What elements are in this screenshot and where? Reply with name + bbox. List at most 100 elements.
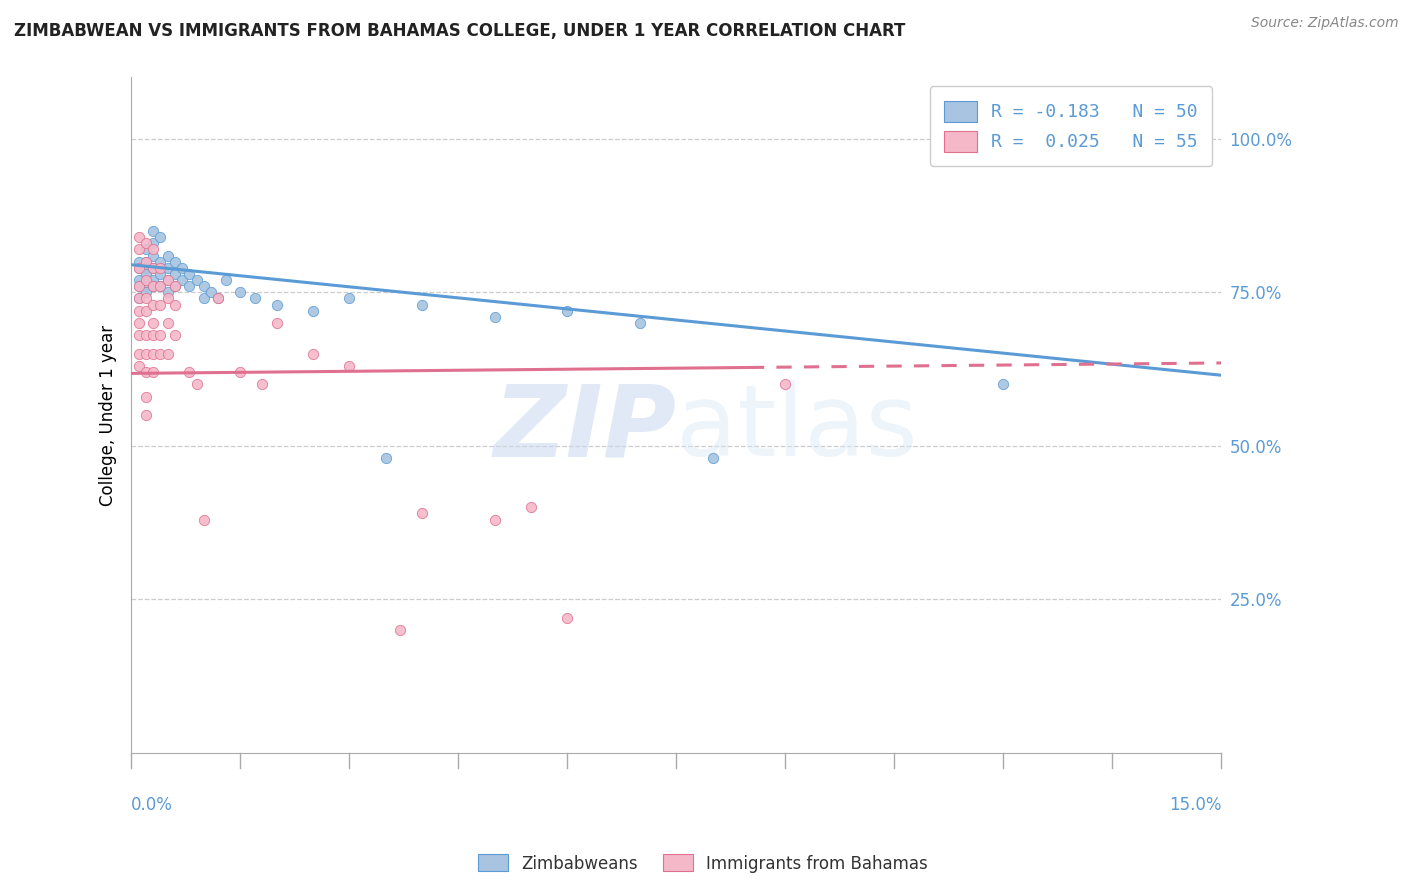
Point (229, 365, 252, 379)
Point (484, 310, 506, 324)
Point (993, 377, 1015, 392)
Point (142, 328, 165, 343)
Point (207, 292, 229, 306)
Text: Source: ZipAtlas.com: Source: ZipAtlas.com (1251, 16, 1399, 30)
Point (135, 292, 157, 306)
Point (520, 500, 543, 515)
Point (142, 248, 165, 262)
Point (128, 347, 150, 361)
Point (135, 254, 157, 268)
Point (142, 316, 165, 330)
Point (135, 273, 157, 287)
Point (156, 248, 179, 262)
Point (186, 377, 208, 392)
Point (215, 273, 238, 287)
Point (179, 279, 201, 293)
Point (149, 328, 172, 343)
Point (128, 260, 150, 275)
Point (411, 507, 433, 521)
Text: 0.0%: 0.0% (131, 796, 173, 814)
Point (135, 279, 157, 293)
Text: ZIP: ZIP (494, 380, 676, 477)
Point (266, 298, 288, 312)
Point (163, 279, 186, 293)
Point (142, 279, 165, 293)
Point (142, 224, 165, 238)
Point (128, 328, 150, 343)
Point (128, 279, 150, 293)
Point (773, 377, 796, 392)
Point (128, 243, 150, 257)
Point (142, 298, 165, 312)
Point (156, 273, 179, 287)
Point (149, 267, 172, 281)
Point (149, 279, 172, 293)
Point (149, 260, 172, 275)
Point (628, 316, 651, 330)
Point (142, 260, 165, 275)
Point (172, 260, 194, 275)
Point (149, 347, 172, 361)
Point (266, 316, 288, 330)
Point (163, 328, 186, 343)
Point (128, 359, 150, 373)
Y-axis label: College, Under 1 year: College, Under 1 year (100, 325, 117, 506)
Point (128, 260, 150, 275)
Point (142, 365, 165, 379)
Point (128, 292, 150, 306)
Point (250, 377, 273, 392)
Point (135, 243, 157, 257)
Point (243, 292, 266, 306)
Point (135, 365, 157, 379)
Point (193, 279, 215, 293)
Point (135, 236, 157, 251)
Text: atlas: atlas (676, 380, 918, 477)
Point (337, 359, 360, 373)
Point (135, 390, 157, 404)
Point (389, 623, 412, 637)
Point (156, 347, 179, 361)
Point (156, 285, 179, 300)
Point (374, 451, 396, 466)
Point (149, 298, 172, 312)
Point (163, 279, 186, 293)
Point (555, 303, 578, 318)
Point (207, 292, 229, 306)
Point (142, 243, 165, 257)
Legend: Zimbabweans, Immigrants from Bahamas: Zimbabweans, Immigrants from Bahamas (471, 847, 935, 880)
Point (128, 303, 150, 318)
Point (128, 273, 150, 287)
Point (142, 236, 165, 251)
Point (156, 273, 179, 287)
Point (411, 298, 433, 312)
Point (149, 279, 172, 293)
Point (337, 292, 360, 306)
Point (135, 285, 157, 300)
Point (149, 230, 172, 244)
Point (555, 611, 578, 625)
Point (172, 273, 194, 287)
Point (142, 273, 165, 287)
Point (302, 347, 325, 361)
Point (186, 273, 208, 287)
Point (156, 292, 179, 306)
Point (142, 279, 165, 293)
Point (179, 365, 201, 379)
Point (135, 408, 157, 422)
Point (193, 292, 215, 306)
Point (163, 254, 186, 268)
Point (128, 279, 150, 293)
Text: 15.0%: 15.0% (1168, 796, 1222, 814)
Point (163, 267, 186, 281)
Point (193, 512, 215, 526)
Point (229, 285, 252, 300)
Point (702, 451, 724, 466)
Point (142, 260, 165, 275)
Point (200, 285, 222, 300)
Point (128, 316, 150, 330)
Point (149, 254, 172, 268)
Point (179, 267, 201, 281)
Point (128, 292, 150, 306)
Point (142, 347, 165, 361)
Point (135, 303, 157, 318)
